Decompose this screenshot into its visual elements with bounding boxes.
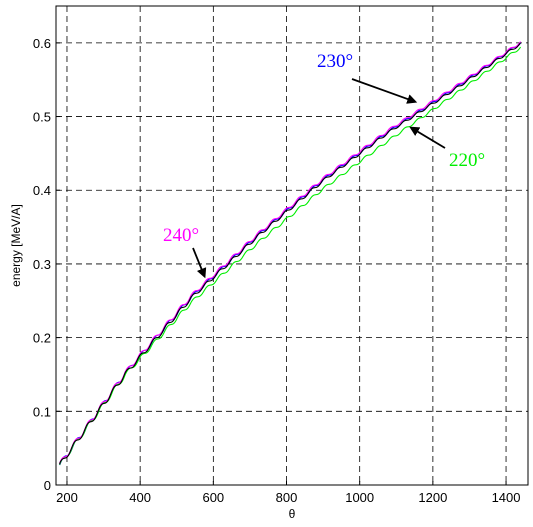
y-tick-label: 0.2 [33, 331, 51, 346]
y-tick-label: 0.4 [33, 183, 51, 198]
annotation-arrow [351, 78, 418, 104]
y-tick-label: 0.6 [33, 36, 51, 51]
annotation-label: 240° [163, 225, 199, 246]
x-tick-label: 200 [56, 490, 78, 505]
series-line [59, 42, 521, 465]
plot-frame [55, 5, 529, 486]
annotation-label: 220° [449, 150, 485, 171]
grid [56, 6, 528, 485]
x-tick-label: 1000 [345, 490, 374, 505]
series-line [59, 42, 522, 466]
y-tick-label: 0.1 [33, 404, 51, 419]
series-lines [59, 41, 522, 466]
x-tick-label: 400 [129, 490, 151, 505]
x-tick-label: 600 [202, 490, 224, 505]
y-axis-label: energy [MeV/A] [9, 204, 23, 287]
annotations: 230° 220° 240° [163, 51, 485, 279]
x-tick-label: 1200 [418, 490, 447, 505]
annotation-arrow [192, 247, 207, 279]
x-tick-label: 1400 [492, 490, 521, 505]
y-tick-label: 0.3 [33, 257, 51, 272]
x-tick-label: 800 [276, 490, 298, 505]
x-axis-label: θ [289, 507, 296, 521]
series-line [59, 41, 521, 464]
y-tick-label: 0 [44, 478, 51, 493]
y-tick-label: 0.5 [33, 110, 51, 125]
ticks: 200 400 600 800 1000 1200 1400 0 0.1 0.2 0.3 0.4 0.5… [33, 36, 521, 505]
series-line [59, 46, 522, 465]
annotation-arrow [409, 126, 446, 149]
annotation-label: 230° [317, 51, 353, 72]
